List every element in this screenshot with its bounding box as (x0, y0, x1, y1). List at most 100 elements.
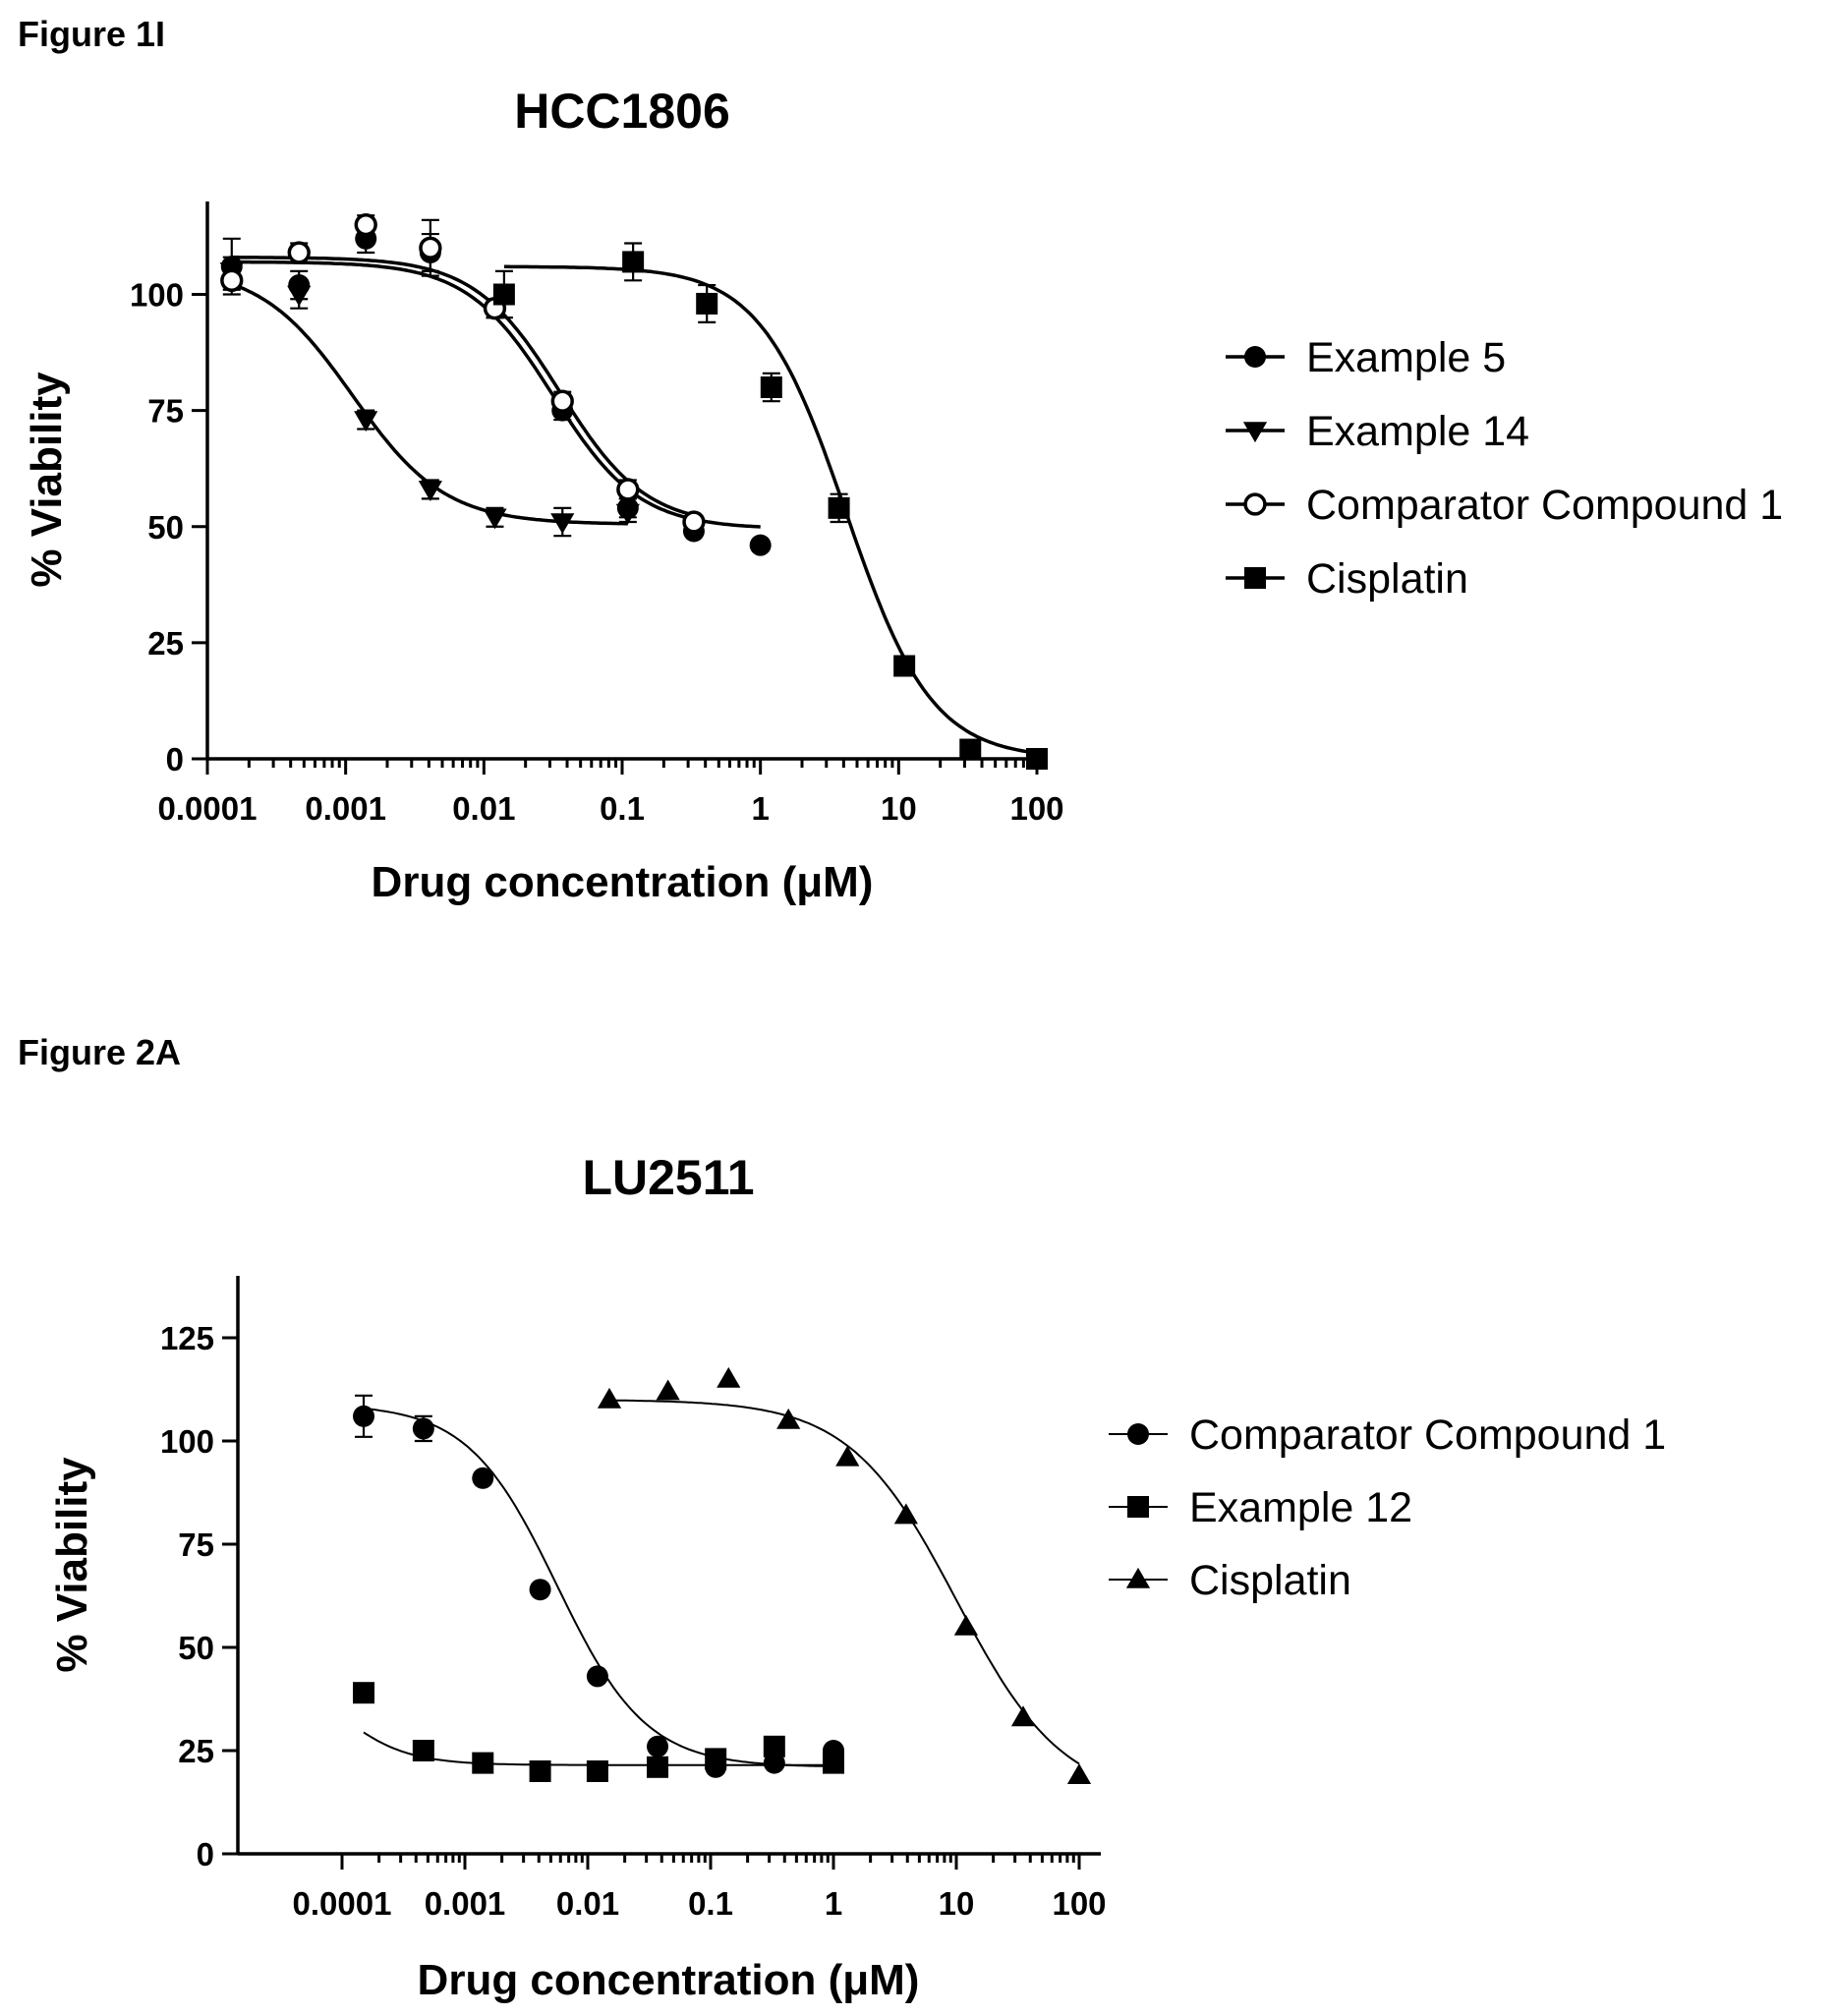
hcc1806-cisplatin-point (622, 251, 645, 273)
hcc1806-example-14-point (483, 508, 507, 530)
lu2511-x-tick-label: 0.1 (688, 1885, 733, 1922)
lu2511-y-tick-label: 75 (178, 1526, 214, 1563)
hcc1806-y-tick-label: 50 (147, 509, 184, 546)
hcc1806-example-14-legend-entry: Example 14 (1226, 408, 1529, 455)
hcc1806-y-tick-label: 0 (166, 741, 184, 778)
hcc1806-comparator-compound-1-legend-label: Comparator Compound 1 (1306, 482, 1783, 529)
lu2511-y-tick-label: 25 (178, 1733, 214, 1769)
lu2511-comparator-compound-1-point (647, 1735, 669, 1757)
lu2511-example-12-point (472, 1752, 494, 1774)
hcc1806-comparator-compound-1-legend-marker (1243, 492, 1267, 516)
lu2511-x-tick-label: 1 (825, 1885, 842, 1922)
lu2511-example-12-point (763, 1735, 785, 1757)
hcc1806-y-tick-label: 75 (147, 393, 184, 430)
hcc1806-example-5-legend-entry: Example 5 (1226, 334, 1506, 381)
lu2511-cisplatin-legend-entry: Cisplatin (1109, 1557, 1351, 1604)
hcc1806-cisplatin-point (828, 496, 850, 519)
lu2511-comparator-compound-1-legend-entry: Comparator Compound 1 (1109, 1411, 1666, 1459)
lu2511-cisplatin-legend-label: Cisplatin (1189, 1557, 1351, 1604)
lu2511-cisplatin-point (597, 1387, 622, 1409)
lu2511-cisplatin-fit-curve (609, 1399, 1080, 1765)
lu2511-example-12-point (705, 1748, 727, 1770)
hcc1806-cisplatin-legend-label: Cisplatin (1306, 555, 1468, 603)
hcc1806-cisplatin-point (696, 292, 718, 315)
hcc1806-y-axis-label: % Viability (23, 372, 71, 588)
hcc1806-x-tick-label: 0.0001 (158, 790, 258, 827)
lu2511-y-tick-label: 100 (160, 1423, 214, 1460)
figure-1i-label: Figure 1I (18, 14, 166, 54)
hcc1806-y-tick-label: 25 (147, 625, 184, 662)
hcc1806-cisplatin-series (492, 242, 1048, 770)
hcc1806-example-14-point (615, 503, 640, 525)
lu2511-example-12-point (586, 1760, 608, 1782)
hcc1806-comparator-compound-1-point (616, 478, 640, 501)
hcc1806-comparator-compound-1-legend-entry: Comparator Compound 1 (1226, 482, 1783, 529)
lu2511-x-tick-label: 0.001 (425, 1885, 506, 1922)
hcc1806-x-tick-label: 100 (1009, 790, 1063, 827)
lu2511-y-tick-label: 50 (178, 1630, 214, 1666)
hcc1806-chart: HCC1806 0 25 50 75 100 0.0001 0.001 0.01 0.1 1 10 10… (23, 84, 1783, 906)
hcc1806-example-5-legend-marker (1244, 346, 1266, 368)
lu2511-y-tick-label: 125 (160, 1320, 214, 1356)
lu2511-comparator-compound-1-point (763, 1752, 785, 1774)
lu2511-cisplatin-point (776, 1408, 801, 1429)
hcc1806-x-tick-label: 0.01 (452, 790, 515, 827)
hcc1806-comparator-compound-1-point (220, 268, 244, 292)
hcc1806-title: HCC1806 (514, 84, 730, 139)
hcc1806-cisplatin-point (1026, 748, 1048, 770)
lu2511-cisplatin-series (597, 1366, 1092, 1784)
hcc1806-cisplatin-legend-marker (1244, 567, 1266, 589)
lu2511-y-axis-label: % Viability (48, 1457, 96, 1673)
hcc1806-cisplatin-point (893, 655, 916, 677)
lu2511-comparator-compound-1-series (353, 1394, 844, 1778)
lu2511-cisplatin-legend-marker (1125, 1567, 1151, 1588)
lu2511-x-tick-label: 0.01 (556, 1885, 619, 1922)
hcc1806-x-tick-label: 0.001 (305, 790, 386, 827)
lu2511-comparator-compound-1-point (353, 1405, 375, 1427)
lu2511-comparator-compound-1-point (529, 1579, 551, 1601)
hcc1806-x-tick-label: 0.1 (600, 790, 645, 827)
hcc1806-cisplatin-point (959, 738, 982, 761)
lu2511-y-tick-label: 0 (197, 1836, 214, 1872)
lu2511-cisplatin-point (1066, 1763, 1092, 1784)
hcc1806-comparator-compound-1-point (682, 510, 706, 534)
hcc1806-comparator-compound-1-point (419, 236, 442, 259)
hcc1806-example-5-legend-label: Example 5 (1306, 334, 1506, 381)
lu2511-example-12-legend-label: Example 12 (1189, 1484, 1412, 1531)
hcc1806-x-tick-label: 10 (881, 790, 917, 827)
lu2511-cisplatin-point (717, 1366, 741, 1388)
lu2511-comparator-compound-1-point (412, 1417, 434, 1440)
lu2511-cisplatin-point (1010, 1705, 1036, 1727)
lu2511-cisplatin-point (835, 1445, 860, 1467)
hcc1806-comparator-compound-1-point (550, 389, 574, 413)
figure-2a-label: Figure 2A (18, 1032, 182, 1072)
lu2511-example-12-point (412, 1740, 434, 1761)
hcc1806-x-tick-label: 1 (751, 790, 769, 827)
lu2511-x-tick-label: 100 (1052, 1885, 1106, 1922)
hcc1806-example-14-legend-marker (1242, 422, 1268, 443)
lu2511-comparator-compound-1-point (472, 1467, 494, 1489)
hcc1806-example-14-point (287, 285, 312, 307)
lu2511-comparator-compound-1-point (586, 1665, 608, 1688)
hcc1806-cisplatin-point (760, 376, 782, 398)
hcc1806-comparator-compound-1-point (287, 241, 311, 264)
lu2511-comparator-compound-1-legend-label: Comparator Compound 1 (1189, 1411, 1666, 1459)
lu2511-cisplatin-point (953, 1614, 978, 1636)
lu2511-comparator-compound-1-fit-curve (363, 1407, 834, 1768)
lu2511-example-12-point (647, 1756, 669, 1778)
lu2511-x-tick-label: 10 (939, 1885, 975, 1922)
hcc1806-comparator-compound-1-point (354, 212, 377, 237)
hcc1806-cisplatin-legend-entry: Cisplatin (1226, 555, 1468, 603)
hcc1806-cisplatin-point (492, 283, 515, 306)
hcc1806-example-14-point (550, 513, 575, 535)
lu2511-example-12-series (353, 1682, 844, 1782)
lu2511-comparator-compound-1-legend-marker (1127, 1423, 1149, 1445)
hcc1806-comparator-compound-1-series (220, 212, 706, 534)
hcc1806-example-14-point (418, 481, 442, 502)
lu2511-x-tick-label: 0.0001 (293, 1885, 392, 1922)
hcc1806-example-14-legend-label: Example 14 (1306, 408, 1529, 455)
lu2511-cisplatin-point (893, 1503, 918, 1525)
lu2511-title: LU2511 (582, 1150, 754, 1205)
hcc1806-y-tick-label: 100 (130, 277, 184, 314)
